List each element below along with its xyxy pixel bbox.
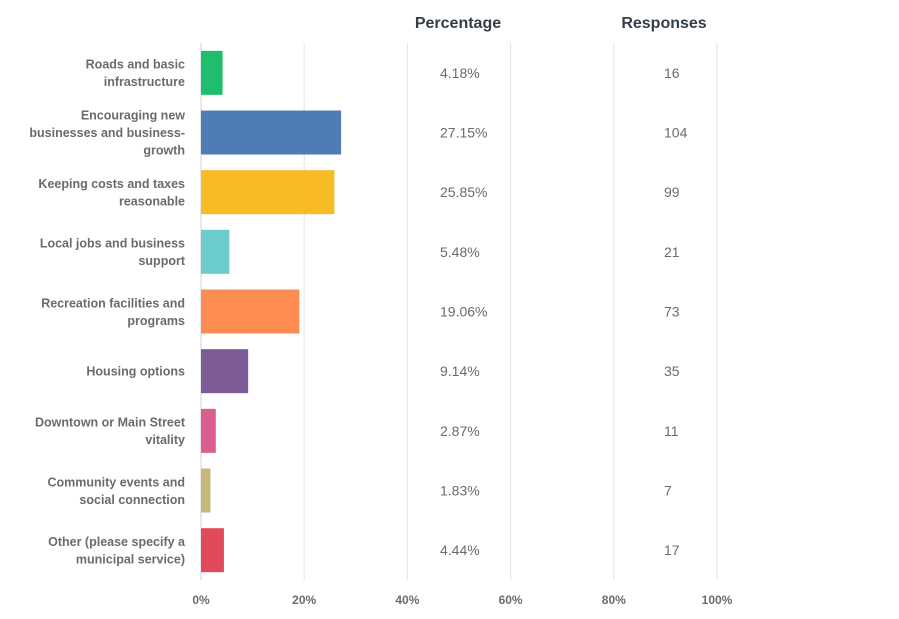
bar — [201, 349, 249, 394]
responses-value: 73 — [664, 304, 680, 320]
percentage-value: 4.44% — [440, 542, 480, 558]
x-tick-label: 40% — [395, 593, 419, 607]
responses-value: 99 — [664, 184, 680, 200]
category-labels: Roads and basic infrastructure Encouraging… — [29, 58, 186, 567]
percentage-value: 4.18% — [440, 65, 480, 81]
bar — [201, 229, 230, 274]
percentage-value: 27.15% — [440, 125, 487, 141]
category-label: Local jobs and business support — [40, 237, 186, 268]
bar — [201, 468, 211, 513]
x-axis-ticks: 0% 20% 40% 60% 80% 100% — [192, 593, 732, 607]
x-tick-label: 0% — [192, 593, 210, 607]
bar — [201, 110, 342, 155]
responses-value: 7 — [664, 483, 672, 499]
bar — [201, 408, 216, 453]
percentage-value: 1.83% — [440, 483, 480, 499]
percentage-value: 5.48% — [440, 244, 480, 260]
bar — [201, 170, 335, 215]
percentage-value: 19.06% — [440, 304, 487, 320]
x-tick-label: 100% — [702, 593, 733, 607]
bar — [201, 289, 300, 334]
percentage-value: 2.87% — [440, 423, 480, 439]
x-tick-label: 60% — [499, 593, 523, 607]
responses-column-header: Responses — [621, 15, 706, 32]
category-label: Housing options — [86, 365, 185, 379]
x-tick-label: 20% — [292, 593, 316, 607]
bar — [201, 528, 224, 573]
category-label: Downtown or Main Street vitality — [35, 416, 186, 448]
responses-value: 104 — [664, 125, 688, 141]
percentage-column-header: Percentage — [415, 15, 501, 32]
bar — [201, 50, 223, 95]
percentage-value: 25.85% — [440, 184, 487, 200]
responses-value: 35 — [664, 363, 680, 379]
responses-value: 17 — [664, 542, 680, 558]
responses-value: 16 — [664, 65, 680, 81]
x-tick-label: 80% — [602, 593, 626, 607]
bars — [201, 50, 342, 573]
category-label: Encouraging new businesses and business-g… — [29, 109, 185, 158]
responses-value: 21 — [664, 244, 680, 260]
category-label: Roads and basic infrastructure — [86, 58, 185, 90]
value-columns: 4.18% 16 27.15% 104 25.85% 99 5.48% 21 19.06% 73 9… — [440, 65, 688, 558]
category-label: Keeping costs and taxes reasonable — [38, 177, 185, 209]
percentage-value: 9.14% — [440, 363, 480, 379]
category-label: Recreation facilities and programs — [41, 296, 185, 328]
responses-value: 11 — [664, 423, 679, 439]
category-label: Community events and social connection — [47, 475, 185, 507]
category-label: Other (please specify a municipal service… — [48, 535, 186, 567]
